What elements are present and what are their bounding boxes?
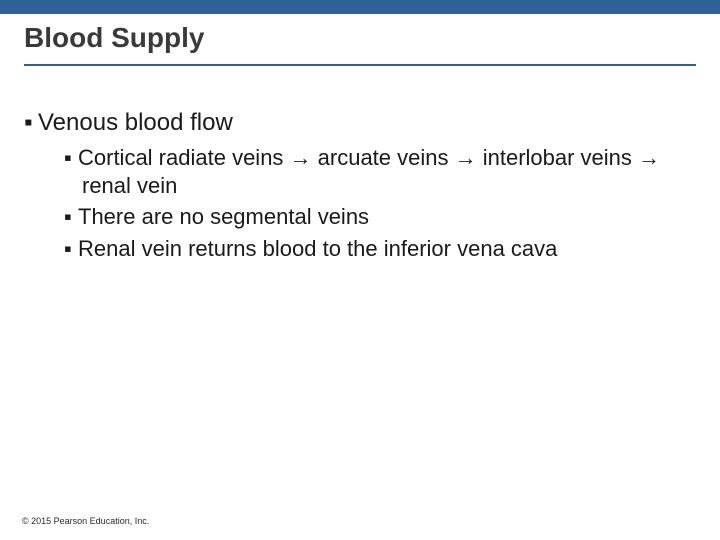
content-area: ▪Venous blood flow ▪Cortical radiate vei… (24, 108, 696, 266)
bullet-level2: ▪Cortical radiate veins → arcuate veins … (64, 144, 696, 199)
slide: Blood Supply ▪Venous blood flow ▪Cortica… (0, 0, 720, 540)
accent-top-bar (0, 0, 720, 14)
square-bullet-icon: ▪ (64, 144, 78, 172)
square-bullet-icon: ▪ (24, 108, 38, 138)
square-bullet-icon: ▪ (64, 203, 78, 231)
copyright-text: © 2015 Pearson Education, Inc. (22, 516, 149, 526)
square-bullet-icon: ▪ (64, 235, 78, 263)
title-underline-rule (24, 64, 696, 66)
page-title: Blood Supply (24, 22, 204, 54)
bullet-level2: ▪Renal vein returns blood to the inferio… (64, 235, 696, 263)
bullet-text: There are no segmental veins (78, 204, 369, 229)
bullet-text: Cortical radiate veins → arcuate veins →… (78, 145, 660, 198)
bullet-text: Venous blood flow (38, 109, 233, 136)
bullet-level1: ▪Venous blood flow (24, 108, 696, 138)
bullet-text: Renal vein returns blood to the inferior… (78, 236, 557, 261)
bullet-level2: ▪There are no segmental veins (64, 203, 696, 231)
